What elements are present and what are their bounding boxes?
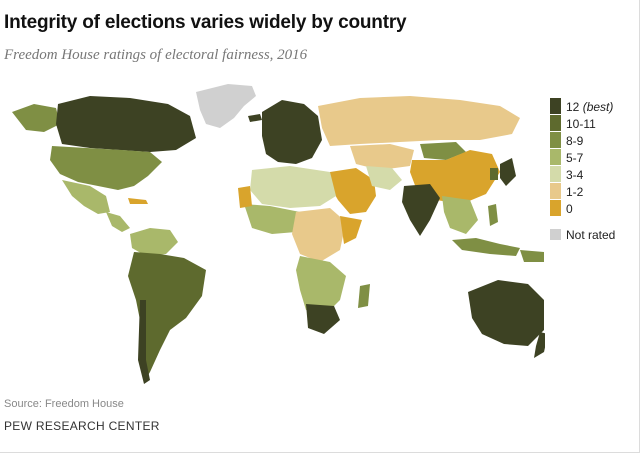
region-mongolia: [420, 142, 466, 160]
region-middle-east: [330, 168, 376, 214]
region-india: [402, 184, 440, 236]
region-north-south-america: [130, 228, 178, 256]
region-south-america: [128, 252, 206, 382]
region-mexico: [62, 180, 110, 214]
region-indonesia: [452, 238, 520, 256]
region-southern-africa: [296, 256, 346, 316]
region-iran: [366, 166, 402, 190]
legend-swatch: [550, 132, 561, 149]
region-south-africa: [306, 304, 340, 334]
region-australia: [468, 280, 544, 346]
region-central-america: [106, 212, 130, 232]
region-central-asia: [350, 144, 414, 170]
region-usa: [50, 146, 162, 190]
legend-swatch: [550, 200, 561, 217]
legend-swatch: [550, 229, 561, 240]
legend-label: 8-9: [566, 133, 584, 148]
legend-swatch: [550, 166, 561, 183]
legend-swatch: [550, 98, 561, 115]
region-russia: [318, 96, 520, 146]
region-central-africa: [292, 208, 346, 262]
region-north-africa: [250, 166, 336, 208]
legend-item-12: 12 (best): [550, 98, 615, 115]
legend-swatch: [550, 183, 561, 200]
legend-swatch: [550, 149, 561, 166]
legend-item-5-7: 5-7: [550, 149, 615, 166]
region-korea: [490, 168, 498, 180]
world-map: [12, 84, 545, 384]
region-chile: [138, 300, 150, 384]
region-western-sahara: [238, 186, 252, 208]
region-iceland: [248, 114, 262, 122]
legend-item-not-rated: Not rated: [550, 226, 615, 243]
legend-label: 3-4: [566, 167, 584, 182]
region-europe: [262, 100, 322, 164]
region-cuba: [128, 198, 148, 204]
region-madagascar: [358, 284, 370, 308]
region-alaska: [12, 104, 60, 132]
region-new-zealand: [534, 332, 545, 358]
region-japan: [500, 158, 516, 186]
legend-item-10-11: 10-11: [550, 115, 615, 132]
legend-swatch: [550, 115, 561, 132]
region-canada: [56, 96, 196, 152]
legend-item-1-2: 1-2: [550, 183, 615, 200]
region-southeast-asia: [442, 196, 478, 234]
region-philippines: [488, 204, 498, 226]
source-note: Source: Freedom House: [4, 398, 124, 410]
chart-title: Integrity of elections varies widely by …: [4, 12, 407, 33]
brand-name: PEW RESEARCH CENTER: [4, 419, 160, 433]
legend-item-8-9: 8-9: [550, 132, 615, 149]
region-papua: [520, 250, 544, 262]
chart-subtitle: Freedom House ratings of electoral fairn…: [4, 47, 308, 63]
region-greenland: [196, 84, 256, 128]
legend: 12 (best) 10-11 8-9 5-7 3-4 1-2 0 Not ra…: [550, 98, 615, 243]
legend-label: 10-11: [566, 116, 596, 131]
legend-label: Not rated: [566, 227, 616, 242]
region-horn-africa: [340, 216, 362, 244]
legend-item-3-4: 3-4: [550, 166, 615, 183]
legend-item-0: 0: [550, 200, 615, 217]
legend-label: 5-7: [566, 150, 584, 165]
legend-label: 1-2: [566, 184, 584, 199]
legend-label: 0: [566, 201, 573, 216]
legend-label: 12: [566, 99, 580, 114]
legend-label-suffix: (best): [582, 99, 614, 114]
region-west-africa: [244, 204, 300, 234]
